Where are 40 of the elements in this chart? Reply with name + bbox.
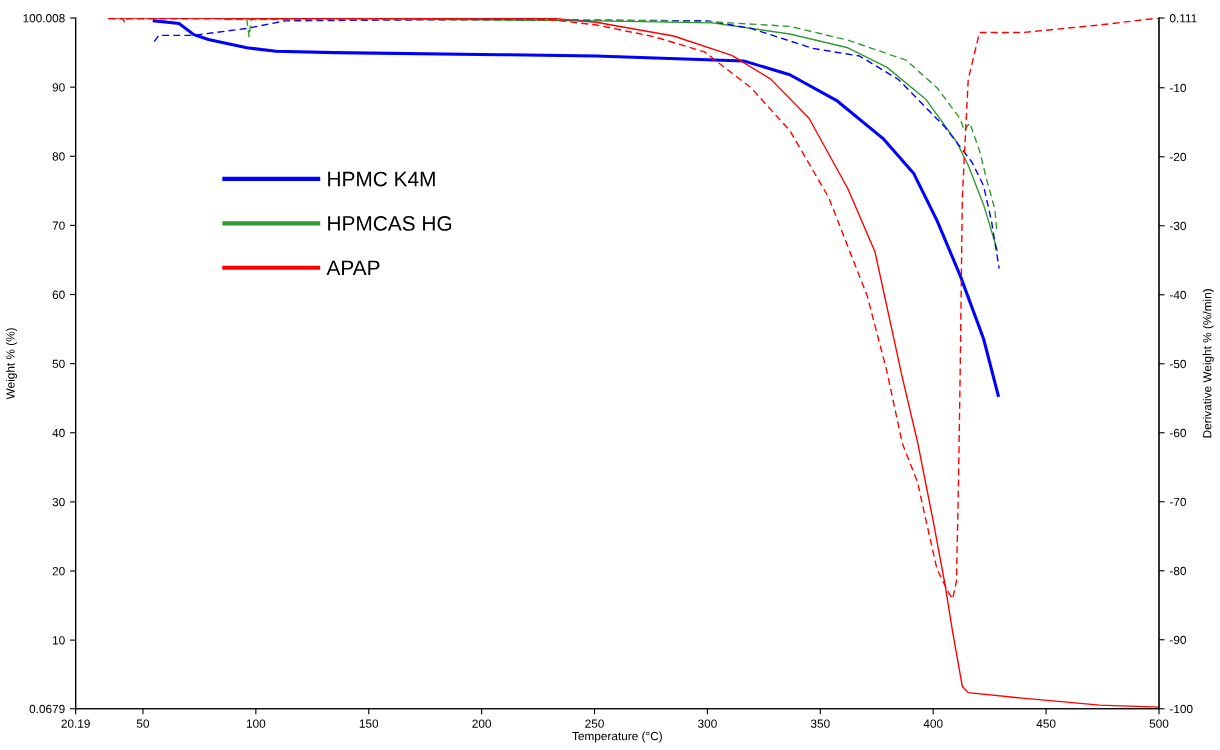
y2-tick-label: -10 (1169, 83, 1187, 93)
x-tick-label: 350 (810, 719, 830, 728)
y-tick-label: 50 (52, 359, 65, 369)
y2-tick-label: -70 (1169, 497, 1187, 507)
y-tick-label: 90 (52, 83, 65, 92)
x-tick-label: 20.19 (61, 719, 90, 728)
y-tick-label: 40 (52, 428, 65, 438)
y2-tick-label: -30 (1169, 221, 1187, 231)
legend-label: HPMC K4M (328, 171, 435, 187)
y2-tick-label: -40 (1169, 290, 1187, 300)
x-tick-label: 100 (246, 719, 266, 728)
x-tick-label: 50 (136, 719, 150, 728)
x-tick-label: 300 (698, 719, 717, 728)
x-axis-title: Temperature (°C) (572, 731, 662, 743)
x-tick-label: 150 (359, 719, 379, 728)
x-tick-label: 450 (1036, 719, 1056, 728)
y2-tick-label: -20 (1169, 152, 1187, 162)
x-tick-label: 400 (923, 719, 943, 728)
y2-axis-title: Derivative Weight % (%/min) (1202, 289, 1214, 438)
y2-tick-label: -50 (1169, 359, 1187, 369)
y-axis-title: Weight % (%) (5, 328, 17, 400)
y-tick-label: 60 (52, 290, 65, 299)
x-tick-label: 250 (585, 719, 604, 728)
y2-tick-label: -90 (1169, 635, 1187, 645)
y2-tick-label: -60 (1169, 428, 1187, 438)
y-tick-label: 70 (52, 221, 65, 230)
y-tick-label: 80 (52, 152, 65, 161)
x-tick-label: 500 (1149, 719, 1169, 728)
x-tick-label: 200 (472, 719, 492, 728)
legend-label: APAP (326, 260, 380, 276)
y-tick-label: 30 (52, 497, 65, 507)
y-tick-label: 0.0679 (29, 704, 65, 714)
line-series (152, 19, 1000, 397)
y-tick-label: 10 (52, 636, 65, 645)
y2-tick-label: -80 (1169, 566, 1187, 576)
y2-tick-label: 0.111 (1169, 14, 1197, 23)
y2-tick-label: -100 (1169, 704, 1193, 714)
y-tick-label: 20 (52, 567, 65, 576)
y-tick-label: 100.008 (23, 14, 65, 23)
legend-label: HPMCAS HG (328, 216, 452, 231)
